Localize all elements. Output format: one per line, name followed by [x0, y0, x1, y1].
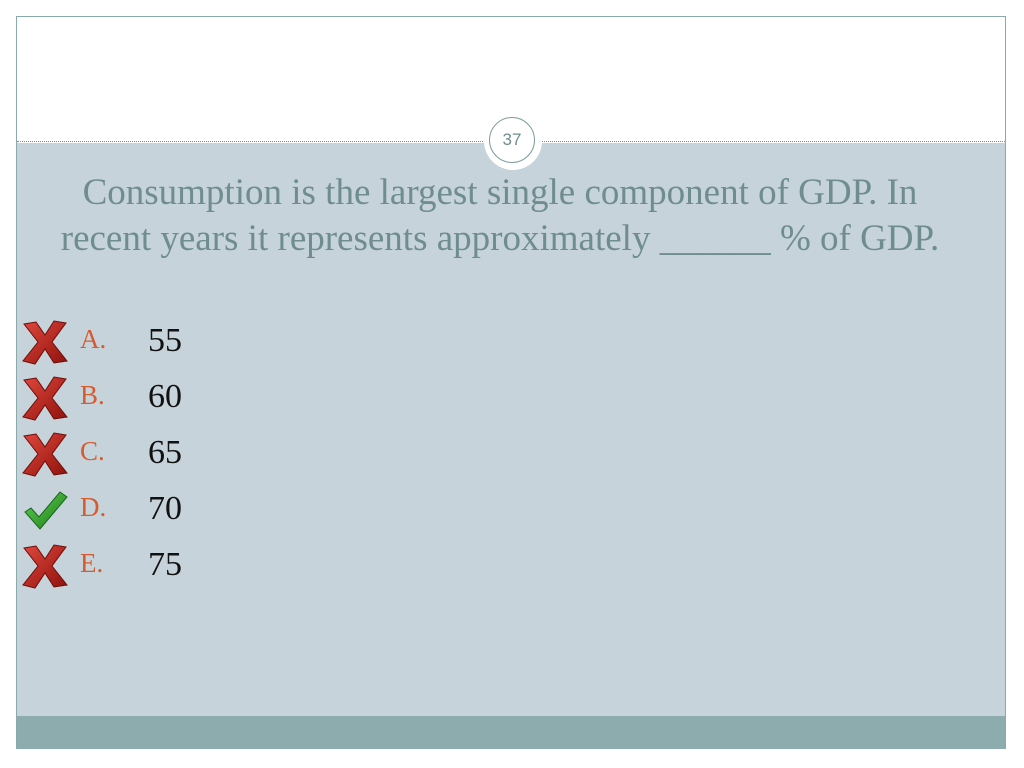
- slide-footer-bar: [17, 716, 1005, 749]
- option-e: E. 75: [20, 542, 182, 592]
- option-value: 75: [148, 546, 182, 583]
- option-letter: C.: [80, 436, 105, 466]
- x-mark-icon: [22, 320, 68, 365]
- option-letter: E.: [80, 548, 104, 578]
- option-letter: D.: [80, 492, 107, 522]
- page-number: 37: [502, 130, 522, 149]
- option-value: 65: [148, 434, 182, 471]
- x-mark-icon: [22, 432, 68, 477]
- check-mark-icon: [24, 491, 68, 530]
- x-mark-icon: [22, 376, 68, 421]
- option-d: D. 70: [20, 486, 182, 536]
- question-text: Consumption is the largest single compon…: [60, 172, 940, 259]
- x-mark-icon: [22, 544, 68, 589]
- option-letter: B.: [80, 380, 105, 410]
- option-b: B. 60: [20, 374, 182, 424]
- page-number-circle: 37: [489, 117, 535, 163]
- option-c: C. 65: [20, 430, 182, 480]
- option-a: A. 55: [20, 318, 182, 368]
- option-value: 70: [148, 490, 182, 527]
- option-value: 55: [148, 322, 182, 359]
- slide-content-area: [17, 143, 1005, 716]
- option-letter: A.: [80, 324, 107, 354]
- option-value: 60: [148, 378, 182, 415]
